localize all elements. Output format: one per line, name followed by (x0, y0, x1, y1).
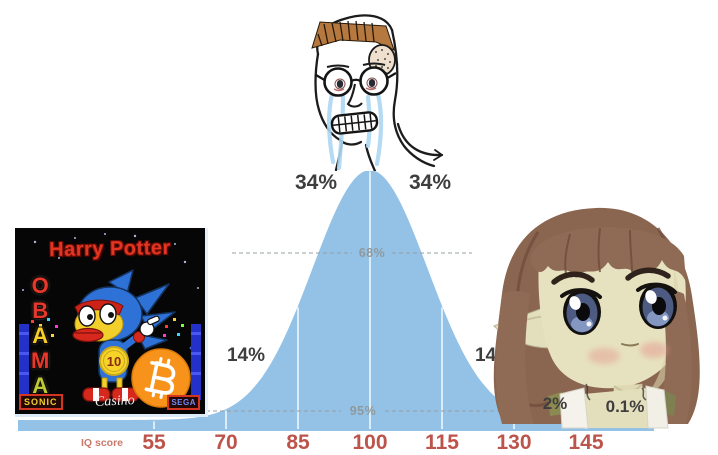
torso (548, 383, 676, 429)
percent-label-left-14: 14% (226, 345, 266, 366)
tick-label-55: 55 (142, 431, 166, 454)
star-dots-decoration (22, 233, 199, 360)
tick-label-115: 115 (425, 431, 459, 454)
sega-sign: SEGA (167, 394, 200, 410)
left-eye (560, 288, 602, 335)
right-eye (636, 282, 677, 329)
tick-label-130: 130 (496, 431, 531, 454)
blush-right (640, 342, 668, 358)
tick-label-70: 70 (214, 431, 237, 454)
face-lines (326, 62, 386, 108)
letter-m: M (31, 348, 50, 373)
harry-potter-obama-sonic-image: 10 Harry Potter O B A M A SONIC (15, 228, 208, 417)
obama-vertical-letters: O B A M A (31, 274, 49, 398)
sonic-character: 10 (72, 269, 176, 402)
sonic-sign: SONIC (19, 394, 63, 410)
percent-label-right-0-1: 0.1% (605, 397, 645, 416)
eyebrows (551, 267, 671, 285)
tick-label-145: 145 (568, 431, 603, 454)
x-axis-label: IQ score (81, 437, 123, 449)
casino-script: Casino (94, 392, 136, 411)
hair (311, 20, 396, 76)
ten-coin: 10 (99, 346, 129, 376)
bitcoin-icon (131, 348, 191, 408)
front-hair-left (495, 291, 534, 424)
interval-label-ci-68: 68% (359, 246, 386, 260)
svg-text:10: 10 (107, 354, 121, 369)
crying-nerd-wojak-image (311, 14, 444, 171)
percent-label-right-34: 34% (408, 171, 452, 194)
casino-pillars (19, 324, 201, 400)
tick-label-100: 100 (352, 431, 387, 454)
harry-potter-title: Harry Potter (48, 236, 171, 262)
letter-a1: A (32, 323, 49, 348)
tick-label-85: 85 (286, 431, 310, 454)
letter-a2: A (32, 373, 49, 398)
casino-sign-row: SONIC Casino SEGA (19, 392, 200, 411)
sonic-shoes (82, 387, 140, 402)
interval-label-ci-95: 95% (350, 404, 377, 418)
mouth (621, 343, 639, 347)
duck-beak (72, 327, 104, 343)
normal-curve-area (18, 170, 654, 431)
gritted-teeth (330, 111, 379, 135)
blush-left (588, 348, 620, 364)
percent-label-left-34: 34% (294, 171, 338, 194)
casino-sonic-graphic: 10 (19, 233, 201, 408)
chibi-elf-girl-image (493, 207, 700, 429)
letter-o: O (31, 273, 49, 298)
eyes (333, 77, 378, 92)
percent-label-right-2: 2% (542, 394, 568, 413)
letter-b: B (32, 298, 49, 323)
